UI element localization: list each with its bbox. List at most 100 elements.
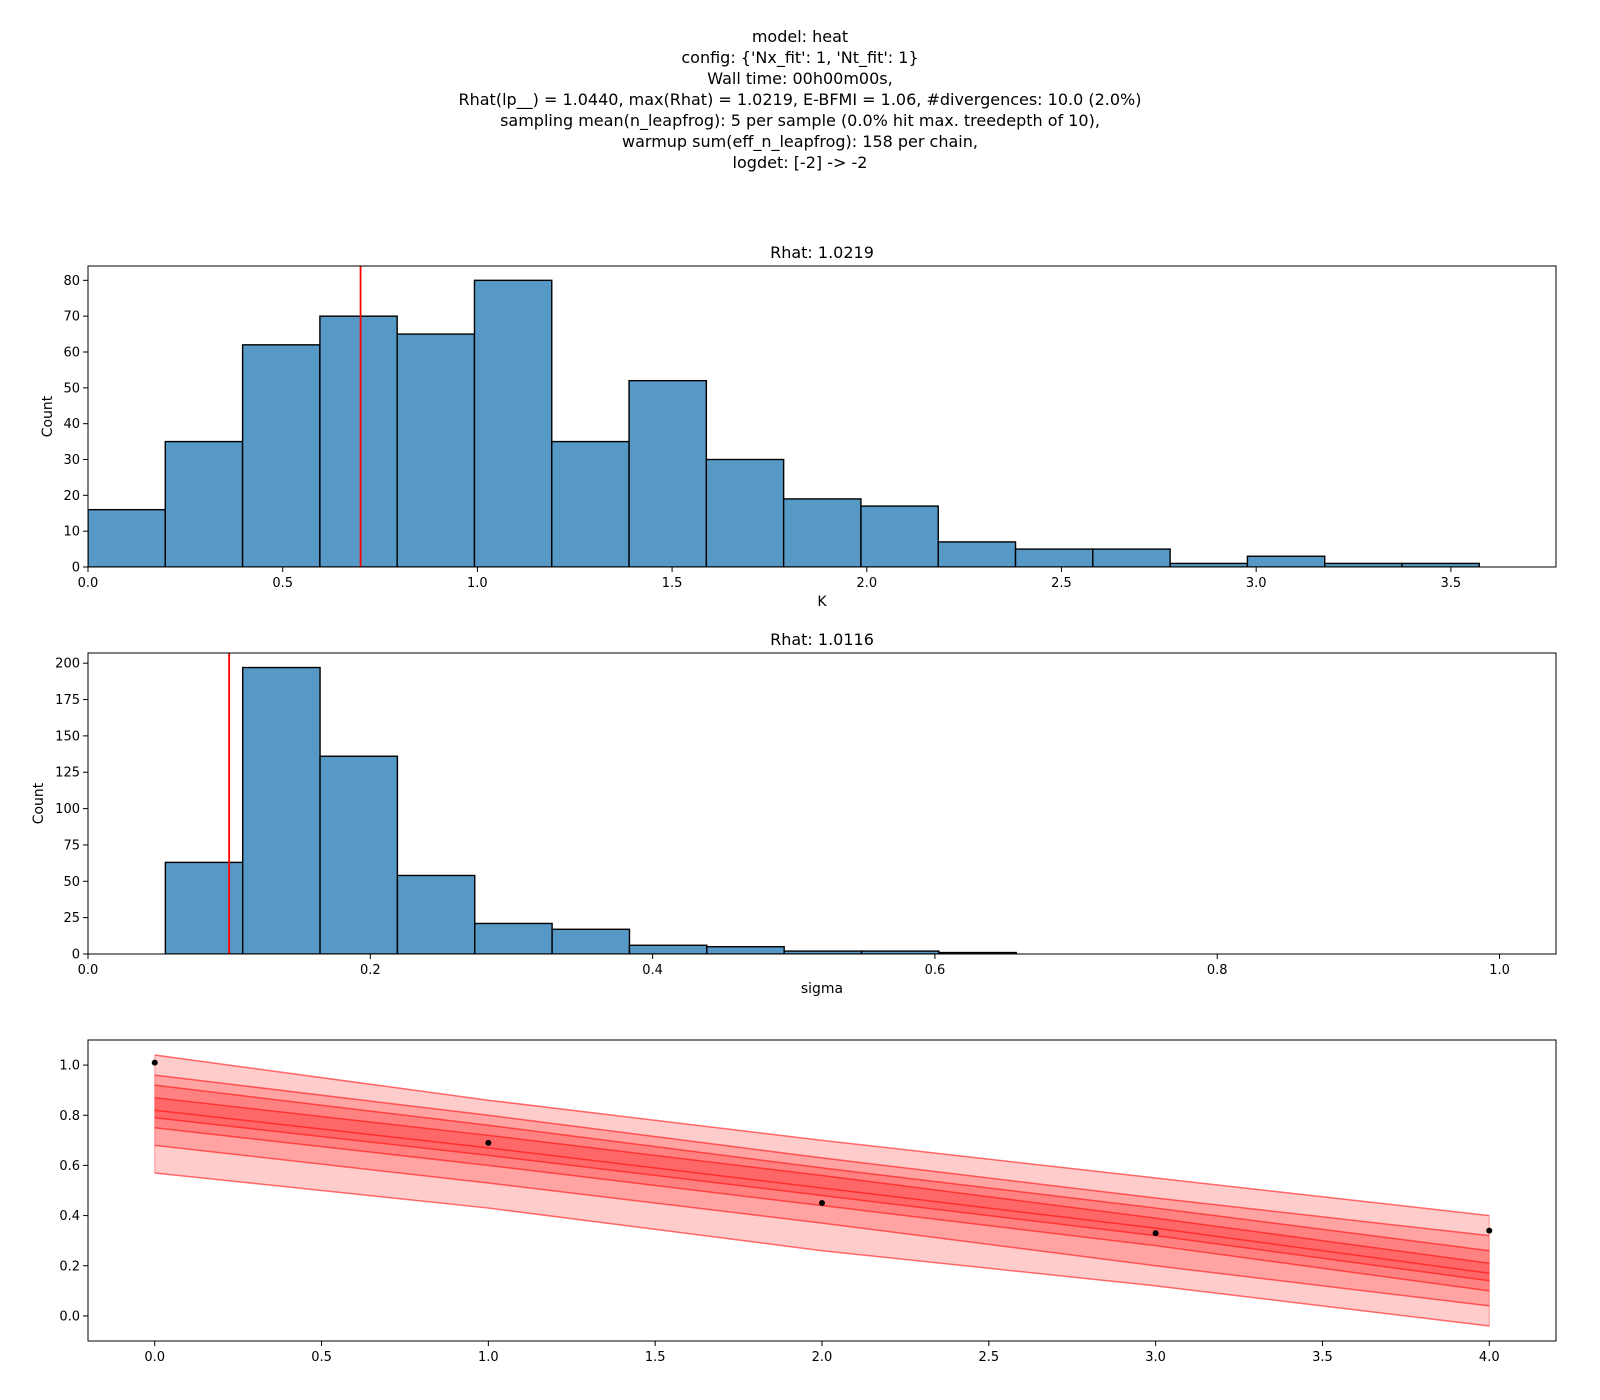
data-point [1152,1230,1159,1237]
y-tick-label: 80 [63,274,80,289]
median-line [154,1109,1490,1275]
x-tick-label: 1.0 [478,1350,499,1365]
axes-frame [87,652,1557,955]
data-point [819,1200,825,1207]
credible-band [154,1055,1490,1326]
x-tick-label: 0.0 [144,1350,165,1365]
histogram-bar [242,666,321,954]
histogram-bar [474,922,553,954]
y-tick-label: 125 [55,766,80,781]
chart-k-histogram: 0.0 0.5 1.0 1.5 2.0 2.5 3.0 3.5 0 10 20 30 40 50 60 70 8… [40,243,1557,610]
histogram-bar [241,344,321,567]
plot-area [88,266,1480,567]
y-tick-label: 0 [72,948,80,963]
band-upper-edge [154,1054,1490,1217]
x-tick-label: 0.4 [642,963,663,978]
band-upper-edge [154,1084,1490,1252]
y-tick-label: 75 [63,838,80,853]
x-tick-label: 3.5 [1441,576,1462,591]
plot-area [151,1054,1493,1327]
histogram-bar [782,498,862,567]
histogram-bar [319,315,398,567]
x-axis-label: K [817,594,827,610]
x-tick-label: 1.0 [467,576,488,591]
suptitle-line: Rhat(lp__) = 1.0440, max(Rhat) = 1.0219,… [458,90,1142,109]
histogram-bar [937,541,1017,567]
y-tick-label: 0.8 [59,1109,80,1124]
histogram-bar [551,440,630,567]
histogram-bar [396,874,476,954]
x-tick-label: 1.5 [662,576,683,591]
histogram-bar [1014,548,1094,567]
x-tick-label: 3.0 [1145,1350,1166,1365]
band-lower-edge [154,1172,1490,1327]
histogram-bar [319,755,399,954]
data-point [151,1059,158,1066]
x-tick-label: 0.5 [311,1350,332,1365]
band-lower-edge [154,1144,1490,1307]
x-tick-label: 0.0 [78,963,99,978]
y-tick-label: 0.0 [59,1309,80,1324]
histogram-bar [164,861,244,954]
y-tick-label: 150 [55,729,80,744]
histogram-bar [705,458,785,567]
axes-frame [87,265,1557,568]
y-tick-label: 40 [63,417,80,432]
y-tick-label: 50 [63,381,80,396]
plot-area [164,653,1017,954]
x-tick-label: 2.5 [1051,576,1072,591]
suptitle-line: Wall time: 00h00m00s, [707,69,893,88]
x-tick-label: 0.2 [360,963,381,978]
histogram-bar [396,333,476,567]
y-tick-label: 50 [63,875,80,890]
chart-title: Rhat: 1.0116 [770,630,874,649]
y-tick-label: 100 [55,802,80,817]
histogram-bar [1169,562,1249,567]
x-tick-label: 2.0 [812,1350,833,1365]
credible-band [154,1075,1490,1306]
y-tick-label: 175 [55,693,80,708]
figure-suptitle: model: heat config: {'Nx_fit': 1, 'Nt_fi… [0,26,1600,173]
suptitle-line: logdet: [-2] -> -2 [732,153,868,172]
x-tick-label: 2.5 [978,1350,999,1365]
histogram-bar [88,508,166,567]
x-axis-label: sigma [801,981,843,997]
suptitle-line: warmup sum(eff_n_leapfrog): 158 per chai… [622,132,978,151]
x-tick-label: 1.0 [1489,963,1510,978]
chart-fit-bands: 0.0 0.5 1.0 1.5 2.0 2.5 3.0 3.5 4.0 0.0 0.2 0.4 0.6 0… [59,1039,1557,1365]
histogram-bar [628,379,708,567]
chart-sigma-histogram: 0.0 0.2 0.4 0.6 0.8 1.0 0 25 50 75 100 125 150 175 200… [31,630,1557,997]
y-axis-label: Count [40,395,56,437]
suptitle-line: config: {'Nx_fit': 1, 'Nt_fit': 1} [681,48,919,67]
y-tick-label: 0.4 [59,1209,80,1224]
y-tick-label: 0.6 [59,1159,80,1174]
y-tick-label: 20 [63,489,80,504]
band-lower-edge [154,1117,1490,1282]
x-tick-label: 3.5 [1312,1350,1333,1365]
x-tick-label: 1.5 [645,1350,666,1365]
x-tick-label: 0.6 [925,963,946,978]
y-tick-label: 60 [63,346,80,361]
y-tick-label: 30 [63,453,80,468]
y-tick-label: 70 [63,310,80,325]
histogram-bar [628,944,708,954]
y-tick-label: 0.2 [59,1259,80,1274]
x-tick-label: 4.0 [1479,1350,1500,1365]
y-tick-label: 25 [63,911,80,926]
y-tick-label: 10 [63,525,80,540]
histogram-bar [1092,548,1171,567]
histogram-bar [1324,562,1403,567]
histogram-bar [551,928,631,954]
x-tick-label: 0.5 [272,576,293,591]
y-axis-label: Count [31,782,47,824]
x-tick-label: 0.8 [1207,963,1228,978]
data-point [1486,1227,1493,1234]
y-tick-label: 200 [55,657,80,672]
suptitle-line: sampling mean(n_leapfrog): 5 per sample … [500,111,1100,130]
x-tick-label: 2.0 [856,576,877,591]
histogram-bar [938,951,1017,954]
histogram-bar [1246,555,1326,567]
y-tick-label: 1.0 [59,1059,80,1074]
chart-title: Rhat: 1.0219 [770,243,874,262]
